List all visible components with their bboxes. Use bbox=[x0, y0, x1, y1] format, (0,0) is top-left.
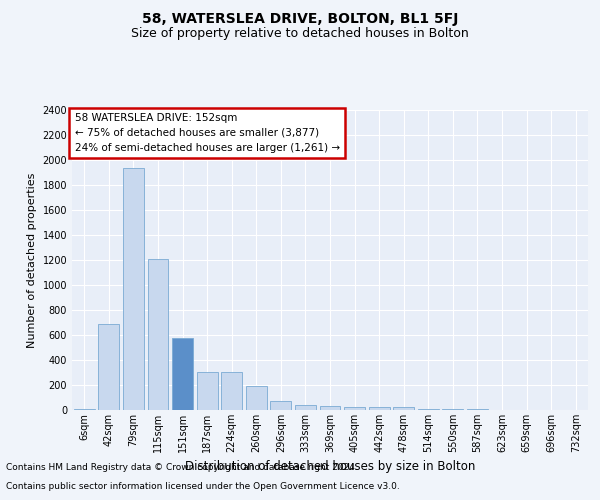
Text: 58, WATERSLEA DRIVE, BOLTON, BL1 5FJ: 58, WATERSLEA DRIVE, BOLTON, BL1 5FJ bbox=[142, 12, 458, 26]
Bar bbox=[98, 324, 119, 410]
Y-axis label: Number of detached properties: Number of detached properties bbox=[27, 172, 37, 348]
Text: Contains HM Land Registry data © Crown copyright and database right 2024.: Contains HM Land Registry data © Crown c… bbox=[6, 464, 358, 472]
Bar bbox=[320, 406, 340, 410]
Text: Size of property relative to detached houses in Bolton: Size of property relative to detached ho… bbox=[131, 28, 469, 40]
Bar bbox=[123, 168, 144, 410]
Bar bbox=[148, 259, 169, 410]
Bar bbox=[418, 409, 439, 410]
Bar bbox=[246, 386, 267, 410]
Bar bbox=[344, 407, 365, 410]
Bar bbox=[271, 400, 292, 410]
Bar bbox=[172, 338, 193, 410]
Bar bbox=[368, 407, 389, 410]
Bar bbox=[197, 372, 218, 410]
Text: 58 WATERSLEA DRIVE: 152sqm
← 75% of detached houses are smaller (3,877)
24% of s: 58 WATERSLEA DRIVE: 152sqm ← 75% of deta… bbox=[74, 113, 340, 152]
Text: Contains public sector information licensed under the Open Government Licence v3: Contains public sector information licen… bbox=[6, 482, 400, 491]
Bar bbox=[221, 372, 242, 410]
Bar bbox=[295, 405, 316, 410]
X-axis label: Distribution of detached houses by size in Bolton: Distribution of detached houses by size … bbox=[185, 460, 475, 473]
Bar bbox=[393, 407, 414, 410]
